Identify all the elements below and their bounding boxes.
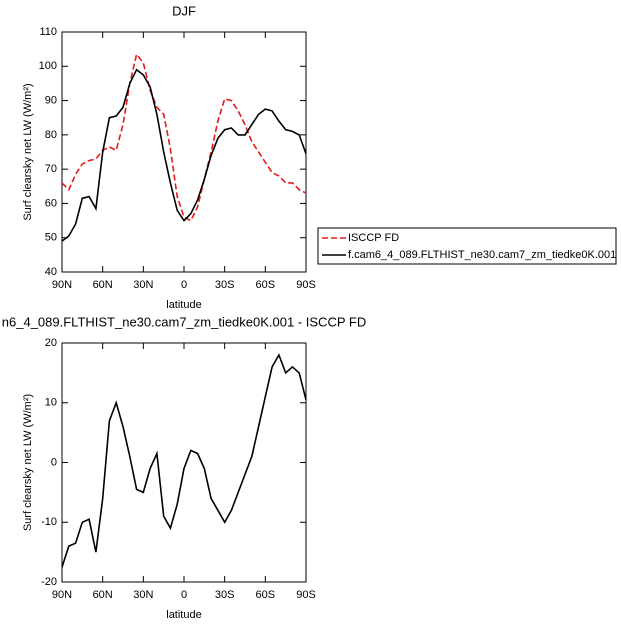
y-tick-label: 40 [45,266,57,278]
y-tick-label: 70 [45,163,57,175]
y-tick-label: 100 [39,60,57,72]
y-tick-label: 110 [39,26,57,38]
legend-label: ISCCP FD [348,232,399,244]
data-line [61,353,307,568]
x-tick-label: 90N [52,279,72,291]
x-tick-label: 90N [52,589,72,601]
x-tick-label: 30S [215,279,235,291]
y-tick-label: 50 [45,232,57,244]
x-axis-label: latitude [166,609,201,621]
y-axis-label: Surf clearsky net LW (W/m²) [22,83,34,220]
y-tick-label: 0 [51,456,57,468]
data-line [61,52,307,222]
y-tick-label: 90 [45,94,57,106]
x-tick-label: 0 [181,279,187,291]
x-tick-label: 30N [133,279,153,291]
legend-box [317,227,617,265]
x-tick-label: 60N [93,589,113,601]
legend-label: f.cam6_4_089.FLTHIST_ne30.cam7_zm_tiedke… [348,249,616,261]
x-tick-label: 60S [256,279,276,291]
chart-title: n6_4_089.FLTHIST_ne30.cam7_zm_tiedke0K.0… [2,314,366,329]
x-tick-label: 90S [296,279,316,291]
x-tick-label: 60S [256,589,276,601]
data-line [61,68,307,242]
x-tick-label: 30N [133,589,153,601]
y-axis-label: Surf clearsky net LW (W/m²) [22,394,34,531]
y-tick-label: 60 [45,197,57,209]
x-axis-label: latitude [166,299,201,311]
y-tick-label: -20 [41,576,57,588]
x-tick-label: 90S [296,589,316,601]
y-tick-label: 80 [45,129,57,141]
chart-title: DJF [172,3,196,18]
y-tick-label: 10 [45,397,57,409]
y-tick-label: 20 [45,337,57,349]
plot-frame [61,342,307,583]
x-tick-label: 0 [181,589,187,601]
x-tick-label: 30S [215,589,235,601]
x-tick-label: 60N [93,279,113,291]
y-tick-label: -10 [41,516,57,528]
plot-frame [61,31,307,273]
